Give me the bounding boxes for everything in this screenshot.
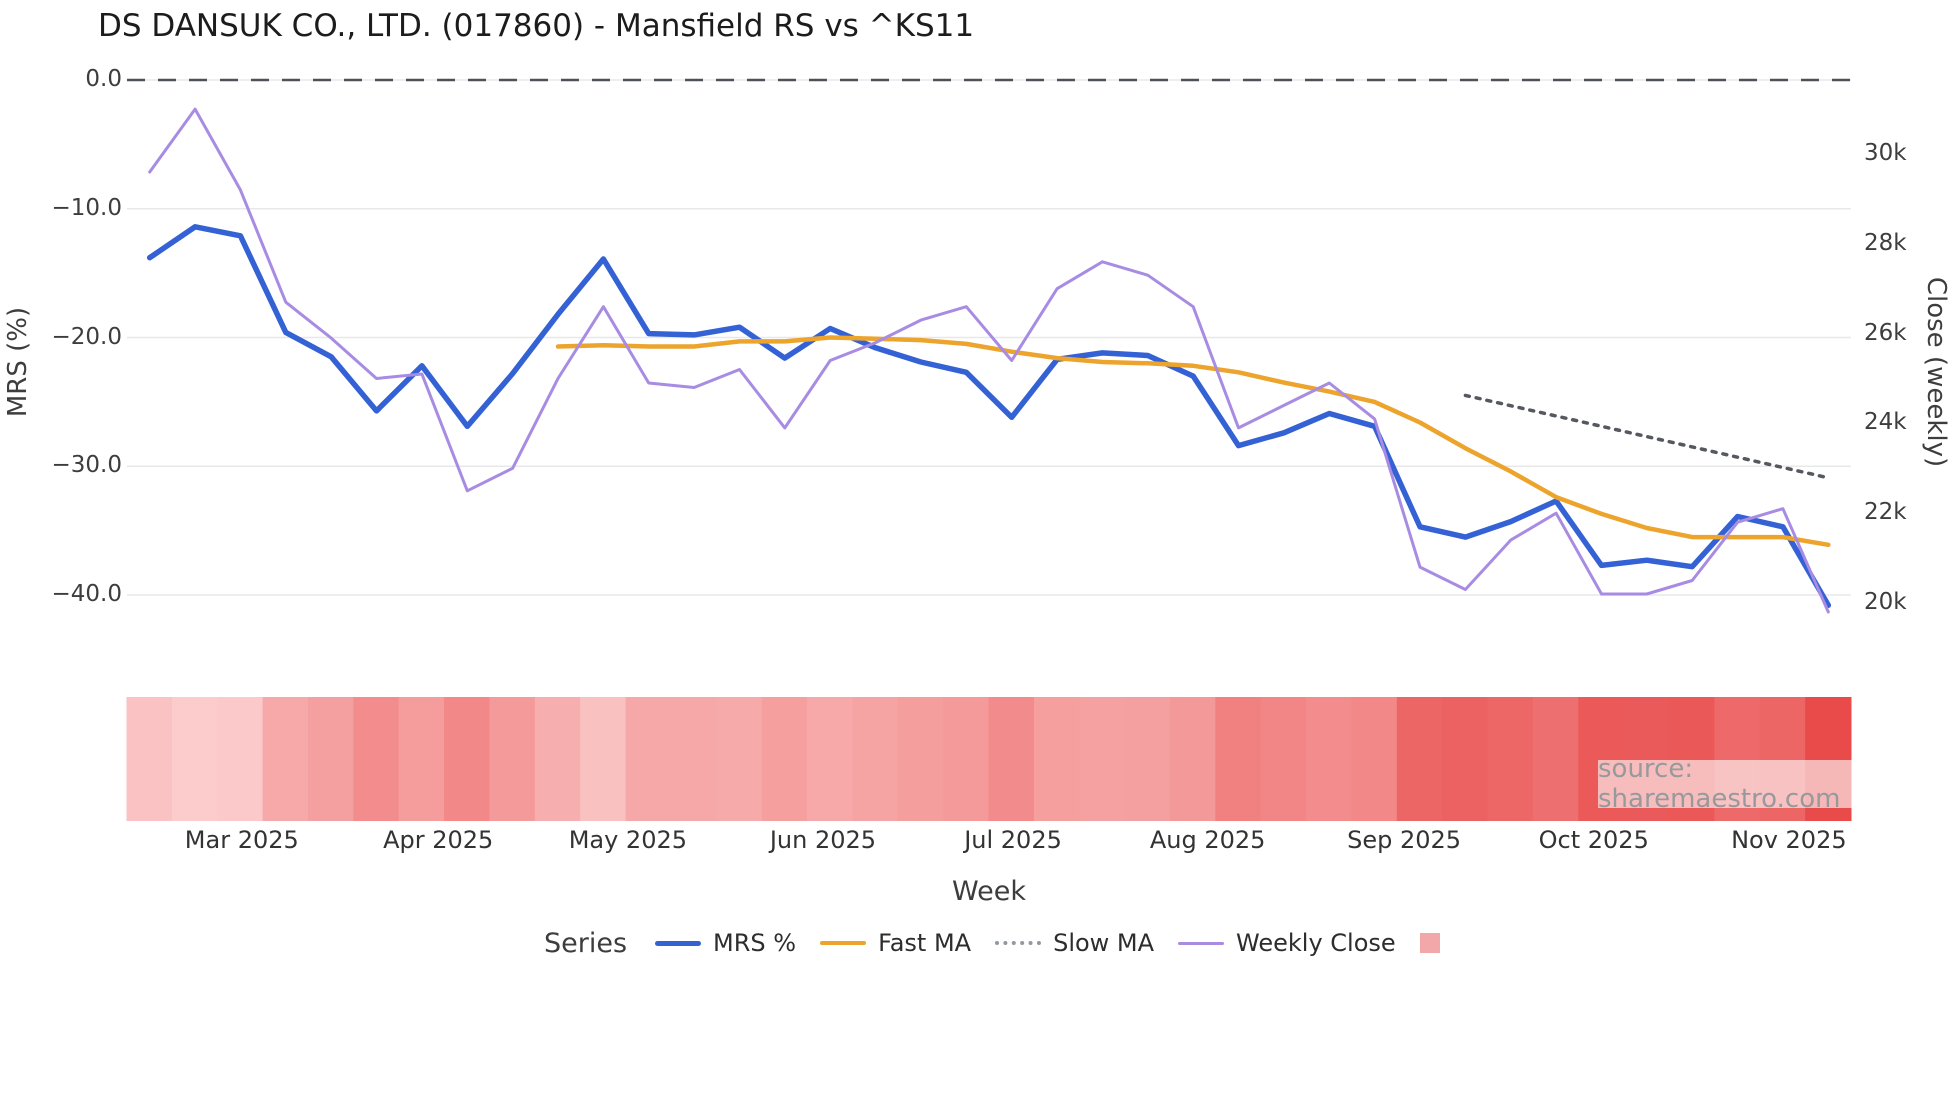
series-line-mrs-: [146, 224, 1832, 609]
heatmap-cell: [217, 697, 264, 821]
heatmap-cell: [308, 697, 355, 821]
y-tick-label-right: 22k: [1864, 499, 1907, 526]
heatmap-swatch-icon: [1419, 933, 1440, 953]
slow-ma-dotted-line-icon: [995, 941, 1042, 945]
legend-item-label: MRS %: [713, 929, 797, 957]
chart-title: DS DANSUK CO., LTD. (017860) - Mansfield…: [98, 8, 975, 44]
heatmap-cell: [1079, 697, 1126, 821]
x-tick-label: Mar 2025: [184, 826, 299, 854]
weekly-close-line-icon: [1178, 941, 1225, 945]
x-tick-label: Jun 2025: [769, 826, 877, 854]
legend-title: Series: [544, 927, 628, 959]
heatmap-cell: [1442, 697, 1489, 821]
x-tick-label: Sep 2025: [1347, 826, 1462, 854]
heatmap-cell: [398, 697, 446, 821]
y-tick-label-left: −40.0: [51, 581, 122, 607]
mrs-line-icon: [655, 940, 702, 946]
heatmap-cell: [534, 697, 582, 821]
heatmap-cell: [262, 697, 309, 821]
legend-item-fast-ma: Fast MA: [820, 929, 971, 957]
legend-item-weekly-close: Weekly Close: [1178, 929, 1396, 957]
legend-item-slow-ma: Slow MA: [995, 929, 1154, 957]
y-tick-label-right: 26k: [1864, 319, 1907, 346]
x-tick-label: Aug 2025: [1149, 826, 1266, 854]
y-tick-label-left: 0.0: [85, 66, 122, 92]
series-line-fast-ma: [555, 335, 1831, 548]
legend: Series MRS % Fast MA Slow MA Weekly Clos…: [544, 922, 1440, 964]
heatmap-cell: [1487, 697, 1534, 821]
heatmap-cell: [171, 697, 219, 821]
legend-item-label: Slow MA: [1053, 929, 1155, 957]
y-tick-label-left: −30.0: [51, 452, 122, 479]
heatmap-cell: [444, 697, 491, 821]
heatmap-cell: [1170, 697, 1217, 821]
legend-item-label: Weekly Close: [1236, 929, 1396, 957]
y-tick-label-right: 24k: [1864, 409, 1907, 436]
heatmap-cell: [897, 697, 945, 821]
heatmap-cell: [852, 697, 899, 821]
heatmap-cell: [353, 697, 400, 821]
watermark-text: source: sharemaestro.com: [1598, 754, 1841, 814]
watermark: source: sharemaestro.com: [1598, 754, 1942, 814]
heatmap-cell: [1124, 697, 1171, 821]
heatmap-cell: [1260, 697, 1308, 821]
y-tick-label-right: 28k: [1864, 229, 1907, 256]
heatmap-cell: [1306, 697, 1353, 821]
heatmap-cell: [1033, 697, 1081, 821]
heatmap-cell: [716, 697, 763, 821]
heatmap-cell: [126, 697, 173, 821]
heatmap-cell: [807, 697, 854, 821]
x-tick-label: Apr 2025: [383, 826, 494, 854]
legend-item-label: Fast MA: [878, 929, 972, 957]
series-line-slow-ma: [1463, 393, 1831, 480]
series-line-weekly-close: [148, 107, 1830, 614]
heatmap-cell: [1532, 697, 1580, 821]
y-tick-label-right: 20k: [1864, 589, 1907, 615]
y-tick-label-left: −20.0: [51, 323, 122, 350]
x-tick-label: Oct 2025: [1538, 826, 1649, 854]
x-tick-label: May 2025: [568, 826, 688, 854]
heatmap-cell: [670, 697, 718, 821]
heatmap-cell: [625, 697, 672, 821]
heatmap-cell: [761, 697, 809, 821]
heatmap-cell: [1351, 697, 1398, 821]
heatmap-cell: [1396, 697, 1444, 821]
heatmap-cell: [489, 697, 536, 821]
y-tick-label-right: 30k: [1864, 140, 1907, 166]
x-tick-label: Jul 2025: [964, 826, 1062, 854]
legend-item-mrs: MRS %: [655, 929, 796, 957]
heatmap-cell: [943, 697, 990, 821]
heatmap-cell: [1215, 697, 1262, 821]
heatmap-cell: [580, 697, 627, 821]
x-axis-label: Week: [952, 876, 1026, 907]
y-tick-label-left: −10.0: [51, 194, 122, 221]
heatmap-cell: [988, 697, 1035, 821]
x-tick-label: Nov 2025: [1731, 826, 1847, 854]
fast-ma-line-icon: [820, 941, 867, 945]
